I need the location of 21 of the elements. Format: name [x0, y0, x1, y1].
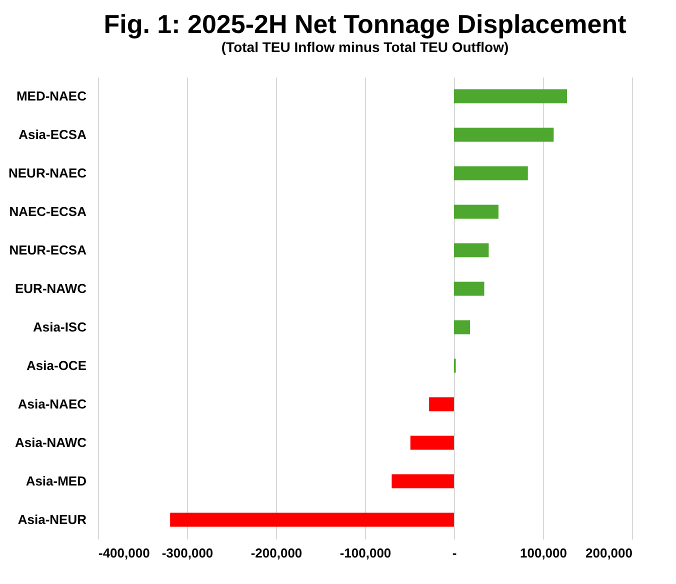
y-tick-label: Asia-MED [26, 473, 86, 488]
y-tick-label: MED-NAEC [16, 88, 88, 104]
x-tick-label: -200,000 [250, 546, 302, 560]
y-tick-label: Asia-NAWC [14, 434, 88, 450]
y-tick-label: Asia-NAEC [18, 396, 88, 412]
y-tick-label: EUR-NAWC [15, 280, 88, 296]
chart-subtitle: (Total TEU Inflow minus Total TEU Outflow) [221, 39, 509, 55]
x-tick-label: 100,000 [520, 546, 567, 560]
y-tick-label: Asia-ISC [33, 319, 88, 334]
x-tick-label: -400,000 [98, 546, 150, 560]
x-tick-label: - [452, 546, 457, 560]
chart-title: Fig. 1: 2025-2H Net Tonnage Displacement [104, 9, 627, 39]
y-tick-label: NAEC-ECSA [9, 204, 88, 219]
y-tick-label: Asia-ECSA [18, 126, 88, 142]
y-tick-label: NEUR-ECSA [9, 242, 88, 258]
x-tick-label: -300,000 [162, 546, 214, 560]
y-tick-label: Asia-NEUR [18, 512, 88, 527]
x-tick-label: 200,000 [586, 546, 632, 560]
x-tick-label: -100,000 [340, 546, 392, 560]
y-tick-label: NEUR-NAEC [8, 165, 88, 180]
y-tick-label: Asia-OCE [26, 358, 87, 373]
